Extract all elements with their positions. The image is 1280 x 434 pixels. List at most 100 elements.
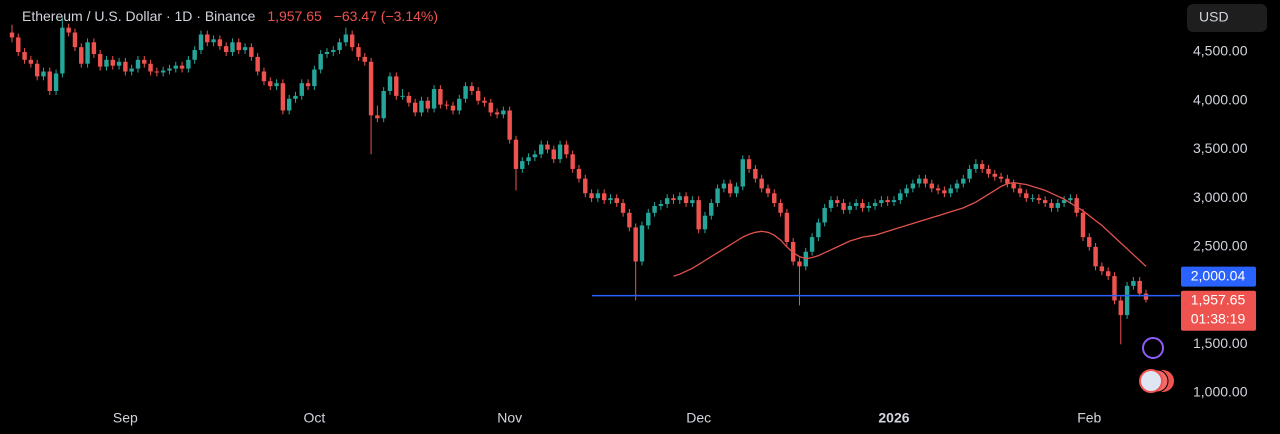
- candle-body: [72, 32, 78, 48]
- y-tick-label: 1,000.00: [1193, 384, 1248, 400]
- level-label: 2,000.04: [1191, 267, 1246, 283]
- last-price-label: 1,957.65: [1191, 291, 1246, 307]
- candle-body: [305, 83, 311, 87]
- candle-body: [595, 193, 601, 199]
- candle-body: [860, 203, 865, 208]
- candle-body: [520, 161, 525, 169]
- candle-body: [186, 59, 191, 69]
- candle-body: [677, 196, 682, 201]
- candle-body: [1080, 212, 1086, 238]
- candle-body: [841, 203, 846, 210]
- candle-body: [91, 42, 97, 54]
- candle-body: [1030, 198, 1035, 200]
- candle-body: [904, 188, 909, 194]
- candle-body: [160, 70, 166, 73]
- candle-body: [935, 188, 941, 191]
- candle-body: [431, 89, 437, 109]
- candle-body: [589, 193, 594, 199]
- candle-body: [34, 63, 40, 77]
- candle-body: [412, 102, 418, 113]
- candle-body: [41, 71, 46, 77]
- candle-body: [324, 52, 330, 54]
- candle-body: [53, 73, 59, 91]
- x-tick-label: 2026: [878, 410, 909, 426]
- candle-body: [318, 53, 323, 70]
- candle-body: [387, 76, 393, 91]
- candle-body: [526, 157, 531, 162]
- candle-body: [1055, 203, 1060, 208]
- candle-body: [753, 168, 758, 179]
- last-price: 1,957.65: [267, 8, 322, 24]
- x-tick-label: Oct: [303, 410, 325, 426]
- candle-body: [299, 83, 304, 96]
- candle-body: [425, 100, 430, 109]
- currency-button[interactable]: [1187, 4, 1267, 32]
- events-icon[interactable]: [1139, 369, 1163, 393]
- candle-body: [923, 178, 928, 184]
- candle-body: [60, 27, 65, 74]
- candle-body: [469, 86, 475, 91]
- candle-body: [1099, 266, 1105, 272]
- candle-body: [1124, 285, 1130, 316]
- candle-body: [22, 52, 27, 60]
- candle-body: [293, 95, 298, 99]
- candle-body: [696, 200, 701, 230]
- currency-label[interactable]: USD: [1199, 9, 1229, 25]
- candle-body: [652, 205, 657, 213]
- moving-average: [673, 181, 1147, 277]
- candle-body: [381, 90, 386, 119]
- chart-title: Ethereum / U.S. Dollar · 1D · Binance: [22, 8, 256, 24]
- candle-body: [570, 154, 575, 169]
- candle-body: [482, 100, 487, 103]
- y-tick-label: 1,500.00: [1193, 335, 1248, 351]
- candle-body: [1118, 300, 1123, 316]
- candle-body: [513, 139, 519, 169]
- candle-body: [942, 190, 947, 194]
- candle-body: [545, 144, 550, 150]
- candle-body: [192, 50, 197, 60]
- candle-body: [898, 193, 903, 201]
- candle-body: [891, 200, 897, 203]
- candle-body: [1093, 246, 1098, 267]
- y-tick-label: 2,500.00: [1193, 238, 1248, 254]
- y-tick-label: 3,500.00: [1193, 140, 1248, 156]
- candle-body: [463, 86, 468, 99]
- x-tick-label: Sep: [113, 410, 138, 426]
- candle-body: [702, 215, 708, 230]
- candle-body: [236, 42, 241, 51]
- last-price-box: [1181, 290, 1256, 331]
- candle-body: [1143, 293, 1149, 300]
- candle-body: [1049, 203, 1054, 208]
- candle-body: [268, 81, 273, 87]
- candle-body: [784, 212, 790, 243]
- candle-body: [179, 65, 185, 69]
- candle-body: [368, 61, 374, 116]
- candle-body: [223, 46, 229, 53]
- candle-body: [564, 144, 569, 155]
- candle-body: [249, 47, 254, 57]
- candle-body: [438, 89, 443, 105]
- candle-body: [400, 95, 405, 97]
- level-label-box: [1181, 266, 1256, 287]
- candle-body: [727, 183, 733, 194]
- candle-body: [916, 178, 922, 184]
- candle-body: [690, 200, 695, 204]
- candle-body: [816, 222, 821, 238]
- candle-body: [148, 63, 153, 72]
- candle-body: [198, 34, 204, 51]
- candle-body: [444, 104, 449, 106]
- candle-body: [772, 193, 777, 204]
- candle-body: [879, 200, 884, 204]
- ai-icon[interactable]: [1142, 337, 1164, 359]
- candle-body: [230, 42, 235, 53]
- candle-body: [608, 198, 613, 201]
- candle-body: [205, 34, 210, 43]
- candle-body: [135, 59, 141, 69]
- candle-body: [986, 168, 991, 174]
- candle-body: [557, 144, 563, 160]
- candle-body: [173, 65, 178, 69]
- candle-body: [885, 200, 890, 203]
- candle-body: [929, 183, 934, 189]
- candle-body: [778, 203, 783, 213]
- candle-body: [1137, 280, 1142, 294]
